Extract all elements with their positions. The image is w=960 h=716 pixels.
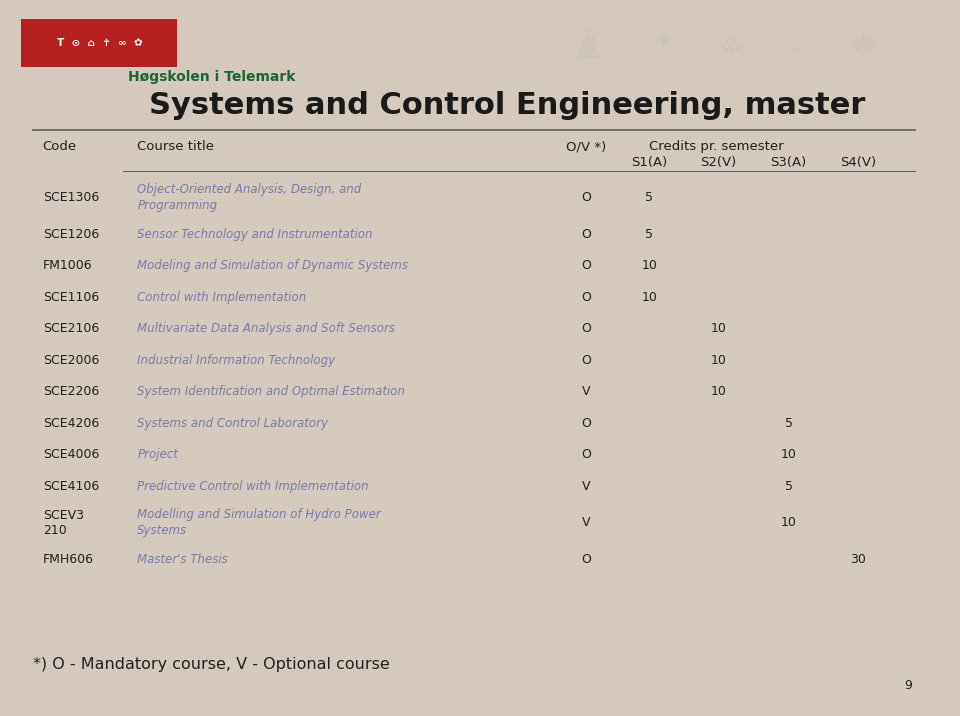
Text: ⋮: ⋮ [622, 13, 647, 37]
Text: O: O [581, 417, 590, 430]
Text: SCE2206: SCE2206 [42, 385, 99, 398]
Text: O/V *): O/V *) [565, 140, 606, 153]
Text: ♟: ♟ [570, 27, 605, 66]
Text: Industrial Information Technology: Industrial Information Technology [137, 354, 336, 367]
Text: SCE4006: SCE4006 [42, 448, 99, 461]
Text: SCEV3
210: SCEV3 210 [42, 508, 84, 537]
Text: S1(A): S1(A) [631, 156, 667, 169]
Text: O: O [581, 448, 590, 461]
FancyBboxPatch shape [21, 19, 178, 67]
Text: SCE2106: SCE2106 [42, 322, 99, 335]
Text: 10: 10 [641, 291, 658, 304]
Text: V: V [582, 516, 590, 529]
Text: 5: 5 [645, 228, 653, 241]
Text: 5: 5 [784, 417, 793, 430]
Text: SCE1306: SCE1306 [42, 191, 99, 204]
Text: Code: Code [42, 140, 77, 153]
Text: FMH606: FMH606 [42, 553, 94, 566]
Text: SCE2006: SCE2006 [42, 354, 99, 367]
Text: 10: 10 [641, 259, 658, 272]
Text: 5: 5 [784, 480, 793, 493]
Text: ✦: ✦ [652, 25, 675, 54]
Text: Multivariate Data Analysis and Soft Sensors: Multivariate Data Analysis and Soft Sens… [137, 322, 396, 335]
Text: Credits pr. semester: Credits pr. semester [649, 140, 784, 153]
Text: O: O [581, 228, 590, 241]
Text: SCE4106: SCE4106 [42, 480, 99, 493]
Text: T  ⊙  ⌂  ✝  ∞  ✿: T ⊙ ⌂ ✝ ∞ ✿ [57, 38, 142, 48]
Text: 10: 10 [710, 322, 727, 335]
Text: O: O [581, 553, 590, 566]
Text: O: O [581, 322, 590, 335]
Text: FM1006: FM1006 [42, 259, 92, 272]
Text: O: O [581, 291, 590, 304]
Text: SCE4206: SCE4206 [42, 417, 99, 430]
Text: 5: 5 [645, 191, 653, 204]
Text: SCE1206: SCE1206 [42, 228, 99, 241]
Text: Systems and Control Laboratory: Systems and Control Laboratory [137, 417, 328, 430]
Text: 10: 10 [710, 354, 727, 367]
Text: O: O [581, 191, 590, 204]
Text: O: O [581, 259, 590, 272]
Text: S3(A): S3(A) [771, 156, 806, 169]
Text: SCE1106: SCE1106 [42, 291, 99, 304]
Text: 30: 30 [850, 553, 866, 566]
Text: S4(V): S4(V) [840, 156, 876, 169]
Text: Modelling and Simulation of Hydro Power
Systems: Modelling and Simulation of Hydro Power … [137, 508, 381, 537]
Text: O: O [581, 354, 590, 367]
Text: ✸: ✸ [848, 32, 877, 66]
Text: ☽: ☽ [782, 29, 810, 57]
Text: Control with Implementation: Control with Implementation [137, 291, 306, 304]
Text: Object-Oriented Analysis, Design, and
Programming: Object-Oriented Analysis, Design, and Pr… [137, 183, 362, 212]
Text: Sensor Technology and Instrumentation: Sensor Technology and Instrumentation [137, 228, 372, 241]
Text: Systems and Control Engineering, master: Systems and Control Engineering, master [149, 92, 865, 120]
Text: ⚘: ⚘ [715, 34, 745, 67]
Text: Course title: Course title [137, 140, 214, 153]
Text: S2(V): S2(V) [700, 156, 736, 169]
Text: 10: 10 [710, 385, 727, 398]
Text: System Identification and Optimal Estimation: System Identification and Optimal Estima… [137, 385, 405, 398]
Text: 10: 10 [780, 448, 797, 461]
Text: V: V [582, 385, 590, 398]
Text: V: V [582, 480, 590, 493]
Text: 10: 10 [780, 516, 797, 529]
Text: Høgskolen i Telemark: Høgskolen i Telemark [128, 69, 296, 84]
Text: Project: Project [137, 448, 179, 461]
Text: Master's Thesis: Master's Thesis [137, 553, 228, 566]
Text: 9: 9 [904, 679, 912, 692]
Text: *) O - Mandatory course, V - Optional course: *) O - Mandatory course, V - Optional co… [34, 657, 390, 672]
Text: Modeling and Simulation of Dynamic Systems: Modeling and Simulation of Dynamic Syste… [137, 259, 408, 272]
Text: Predictive Control with Implementation: Predictive Control with Implementation [137, 480, 369, 493]
